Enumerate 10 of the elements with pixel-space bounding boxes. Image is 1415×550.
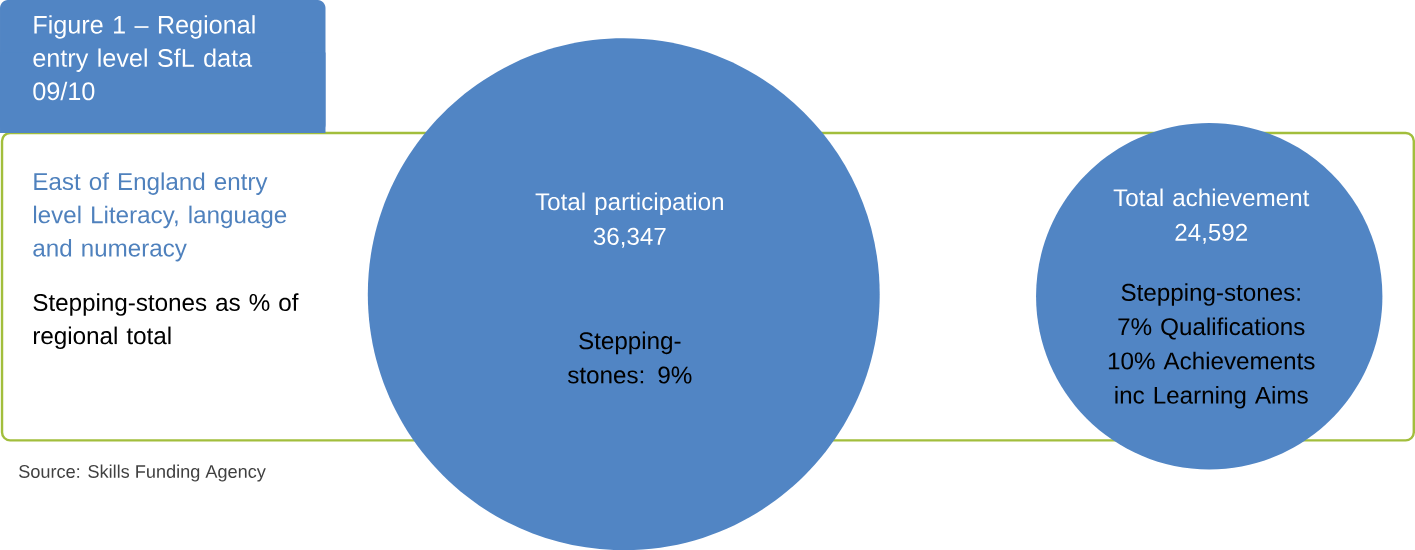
- category-label: Total participation: [535, 192, 723, 215]
- text: Stepping-stones: 9%: [567, 331, 692, 384]
- data-label: 36,347: [593, 227, 666, 248]
- category-label: Total achievement: [1113, 188, 1310, 207]
- data-label: 24,592: [1175, 223, 1247, 244]
- text: East of England entry level Literacy, language and numeracy: [33, 172, 287, 262]
- text: Stepping-stones: 7% Qualifications 10% Achievements inc Learning Aims: [1108, 283, 1315, 409]
- source-note: Source: Skills Funding Agency: [19, 464, 266, 482]
- text: Figure 1 – Regional entry level SfL data 09/10: [33, 15, 255, 101]
- text: Stepping-stones as % of regional total: [33, 293, 299, 349]
